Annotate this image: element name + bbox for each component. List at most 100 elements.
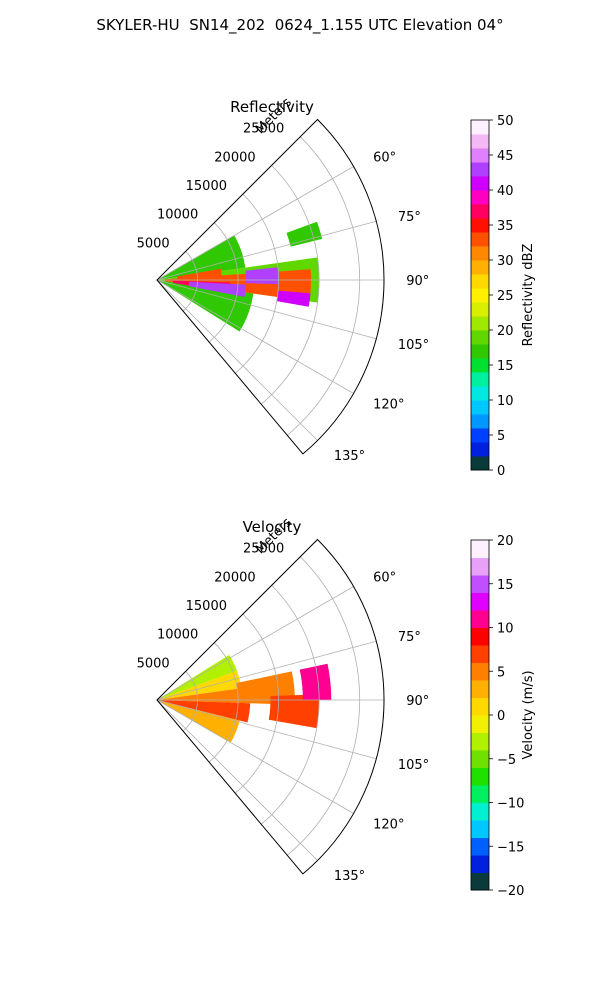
azimuth-gridline-4 (156, 279, 354, 394)
sector-outline (156, 118, 385, 455)
colorbar-tick-label-0: 0 (497, 464, 505, 479)
radial-tick-label-4: 25000 (243, 542, 284, 557)
colorbar-tick-label-1: 5 (497, 429, 505, 444)
range-ring-3 (260, 585, 320, 825)
echo-region-7 (299, 663, 332, 700)
echo-region-6 (188, 281, 247, 298)
azimuth-gridline-5 (156, 279, 318, 441)
colorbar-band-17 (471, 592, 489, 611)
colorbar-tick-label-1: −15 (497, 840, 524, 855)
colorbar-tick-label-6: 30 (497, 254, 514, 269)
echo-region-8 (276, 290, 311, 307)
range-ring-1 (208, 642, 239, 763)
radial-tick-label-2: 15000 (186, 179, 227, 194)
colorbar-band-24 (471, 134, 489, 149)
colorbar-tick-label-7: 15 (497, 578, 514, 593)
echo-region-9 (286, 221, 323, 247)
panel-title: Velocity (243, 518, 302, 536)
azimuth-gridline-0 (156, 166, 354, 281)
azimuth-tick-label-0: 60° (373, 150, 396, 165)
radial-tick-label-3: 20000 (214, 570, 255, 585)
colorbar-tick-label-9: 45 (497, 149, 514, 164)
azimuth-gridline-3 (156, 279, 377, 340)
echo-region-4 (176, 268, 222, 280)
azimuth-tick-label-2: 90° (406, 274, 429, 289)
radial-tick-label-3: 20000 (214, 150, 255, 165)
colorbar-band-5 (471, 802, 489, 821)
colorbar-tick-label-3: −5 (497, 753, 516, 768)
range-ring-3 (260, 165, 320, 405)
colorbar-band-10 (471, 715, 489, 733)
colorbar-band-12 (471, 680, 489, 698)
range-ring-2 (234, 613, 279, 794)
radial-tick-label-4: 25000 (243, 122, 284, 137)
colorbar-band-9 (471, 344, 489, 359)
azimuth-tick-label-3: 105° (398, 758, 429, 773)
colorbar-tick-label-10: 50 (497, 114, 514, 129)
radial-tick-label-0: 5000 (137, 656, 170, 671)
colorbar-band-11 (471, 697, 489, 716)
velocity-panel: 500010000150002000025000Meters60°75°90°1… (137, 515, 536, 899)
range-ring-2 (234, 193, 279, 374)
colorbar-band-4 (471, 414, 489, 429)
colorbar-band-18 (471, 575, 489, 593)
echo-region-2 (159, 687, 247, 704)
colorbar-tick-label-4: 20 (497, 324, 514, 339)
colorbar-tick-label-5: 5 (497, 665, 505, 680)
echo-region-0 (159, 235, 246, 280)
azimuth-tick-label-4: 120° (373, 818, 404, 833)
colorbar-band-20 (471, 190, 489, 205)
azimuth-gridline-1 (156, 640, 377, 701)
colorbar-tick-label-8: 40 (497, 184, 514, 199)
colorbar-band-6 (471, 386, 489, 401)
colorbar-band-8 (471, 358, 489, 373)
colorbar-band-14 (471, 645, 489, 663)
colorbar-tick-label-8: 20 (497, 534, 514, 549)
colorbar-band-11 (471, 316, 489, 331)
azimuth-gridline-4 (156, 699, 354, 814)
radial-tick-label-1: 10000 (157, 628, 198, 643)
range-ring-4 (287, 556, 361, 856)
colorbar-band-7 (471, 767, 489, 786)
range-ring-0 (182, 251, 198, 312)
colorbar-tick-label-2: 10 (497, 394, 514, 409)
colorbar-band-23 (471, 148, 489, 163)
colorbar-band-9 (471, 732, 489, 751)
range-ring-1 (208, 222, 239, 343)
colorbar-tick-label-7: 35 (497, 219, 514, 234)
colorbar-band-21 (471, 176, 489, 191)
azimuth-gridline-5 (156, 699, 318, 861)
colorbar-band-22 (471, 162, 489, 177)
colorbar-band-10 (471, 330, 489, 345)
colorbar-tick-label-5: 25 (497, 289, 514, 304)
colorbar-band-2 (471, 442, 489, 457)
colorbar-band-5 (471, 400, 489, 415)
echo-layer (159, 221, 323, 332)
colorbar-band-15 (471, 260, 489, 275)
colorbar-band-16 (471, 246, 489, 261)
radial-tick-label-1: 10000 (157, 208, 198, 223)
colorbar-band-1 (471, 456, 489, 471)
colorbar-label: Reflectivity dBZ (521, 244, 536, 347)
echo-region-3 (159, 700, 251, 723)
echo-region-6 (268, 694, 320, 729)
colorbar-band-4 (471, 820, 489, 838)
azimuth-tick-label-0: 60° (373, 570, 396, 585)
colorbar-band-13 (471, 288, 489, 303)
colorbar-band-18 (471, 218, 489, 233)
colorbar-tick-label-2: −10 (497, 797, 524, 812)
azimuth-tick-label-2: 90° (406, 694, 429, 709)
colorbar-band-3 (471, 428, 489, 443)
echo-layer (159, 654, 332, 743)
colorbar-band-19 (471, 204, 489, 219)
colorbar-band-3 (471, 837, 489, 856)
colorbar-band-20 (471, 540, 489, 558)
azimuth-tick-label-4: 120° (373, 398, 404, 413)
colorbar-band-17 (471, 232, 489, 247)
colorbar: 0 5 10 15 20 25 30 35 40 45 50 Reflectivity dBZ (470, 114, 536, 479)
azimuth-gridline-0 (156, 586, 354, 701)
azimuth-tick-label-1: 75° (398, 630, 421, 645)
colorbar-band-13 (471, 662, 489, 681)
azimuth-tick-label-5: 135° (334, 449, 365, 464)
